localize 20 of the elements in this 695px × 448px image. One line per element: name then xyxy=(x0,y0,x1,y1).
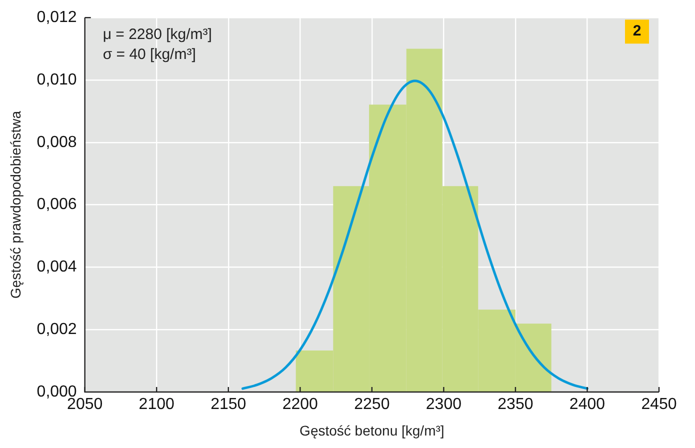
y-tick-label: 0,010 xyxy=(36,71,77,88)
x-tick-label: 2450 xyxy=(641,396,677,414)
x-tick-label: 2250 xyxy=(354,396,390,414)
x-tick-label: 2200 xyxy=(282,396,318,414)
x-axis-title: Gęstość betonu [kg/m³] xyxy=(300,422,444,438)
y-tick-label: 0,004 xyxy=(36,258,77,276)
annotation: 2 xyxy=(632,22,642,40)
x-tick-label: 2100 xyxy=(138,396,175,414)
annotation: μ = 2280 [kg/m³] σ = 40 [kg/m³] xyxy=(102,26,212,64)
y-axis-title: Gęstość prawdopodobieństwa xyxy=(7,110,24,299)
y-tick-label: 0,012 xyxy=(36,9,77,26)
y-tick-label: 0,006 xyxy=(36,196,77,214)
x-tick-label: 2150 xyxy=(210,396,246,414)
y-tick-label: 0,002 xyxy=(36,321,77,338)
x-tick-label: 2300 xyxy=(426,396,462,414)
x-tick-label: 2050 xyxy=(67,396,103,414)
x-tick-label: 2350 xyxy=(498,396,534,414)
line-series xyxy=(241,80,588,390)
x-tick-label: 2400 xyxy=(569,396,606,414)
y-tick-label: 0,008 xyxy=(36,134,77,151)
